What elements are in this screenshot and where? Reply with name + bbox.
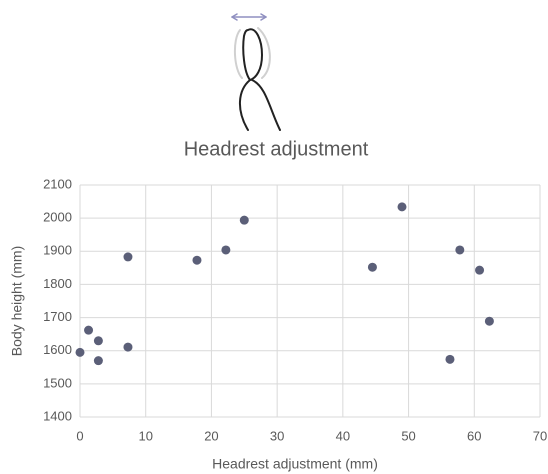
y-tick-label: 2000 (43, 210, 72, 225)
headrest-icon (232, 14, 280, 130)
x-tick-label: 10 (138, 428, 152, 443)
y-tick-label: 1900 (43, 243, 72, 258)
chart: Headrest adjustment Headrest adjustment … (0, 0, 548, 474)
x-tick-label: 60 (467, 428, 481, 443)
y-axis-label: Body height (mm) (9, 246, 25, 356)
y-tick-label: 1600 (43, 342, 72, 357)
point (398, 202, 407, 211)
x-tick-label: 50 (401, 428, 415, 443)
x-tick-label: 20 (204, 428, 218, 443)
point (123, 343, 132, 352)
point (94, 356, 103, 365)
x-tick-label: 40 (336, 428, 350, 443)
point (123, 252, 132, 261)
point (475, 266, 484, 275)
x-tick-label: 30 (270, 428, 284, 443)
y-tick-label: 1700 (43, 309, 72, 324)
chart-title: Headrest adjustment (184, 138, 369, 160)
point (94, 336, 103, 345)
point (368, 263, 377, 272)
y-tick-label: 2100 (43, 176, 72, 191)
x-tick-label: 70 (533, 428, 547, 443)
point (192, 256, 201, 265)
y-tick-label: 1800 (43, 276, 72, 291)
point (76, 348, 85, 357)
point (240, 216, 249, 225)
point (221, 245, 230, 254)
point (84, 326, 93, 335)
y-tick-label: 1400 (43, 408, 72, 423)
point (445, 355, 454, 364)
x-axis-label: Headrest adjustment (mm) (212, 456, 378, 472)
y-tick-label: 1500 (43, 375, 72, 390)
point (455, 245, 464, 254)
point (485, 317, 494, 326)
x-tick-label: 0 (76, 428, 83, 443)
